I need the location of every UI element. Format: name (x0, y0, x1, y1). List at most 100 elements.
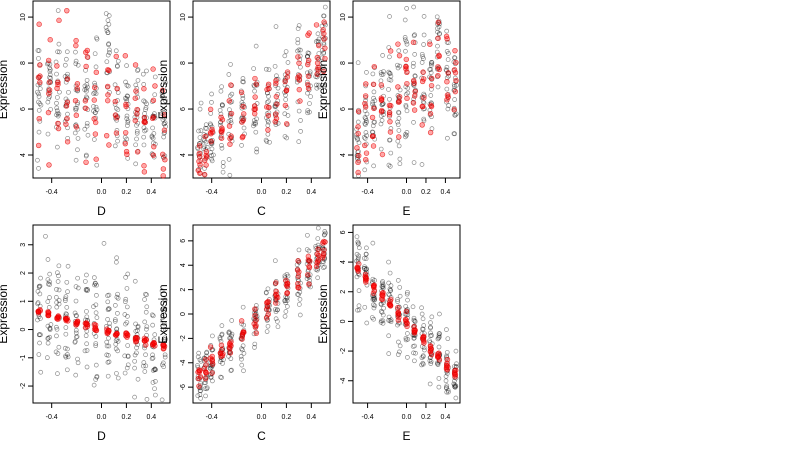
observed-point (141, 142, 147, 148)
fitted-point (296, 86, 302, 93)
observed-point (411, 332, 417, 338)
observed-point (387, 292, 392, 298)
observed-point (114, 63, 120, 69)
observed-point (36, 107, 42, 113)
fitted-point (132, 117, 138, 124)
observed-point (372, 119, 377, 125)
observed-point (125, 271, 131, 277)
observed-point (356, 240, 362, 246)
fitted-point (321, 36, 327, 42)
observed-point (428, 359, 434, 364)
observed-point (219, 102, 225, 108)
x-tick-label: 0.2 (122, 414, 132, 421)
observed-point (273, 316, 279, 322)
fitted-point (91, 97, 97, 103)
observed-point (73, 372, 79, 378)
observed-point (54, 100, 59, 106)
observed-point (141, 82, 147, 87)
observed-point (43, 233, 48, 239)
observed-point (378, 319, 384, 325)
fitted-point (195, 375, 202, 382)
observed-point (386, 259, 391, 265)
fitted-point (411, 93, 418, 99)
observed-point (55, 113, 61, 119)
observed-point (362, 136, 368, 141)
fitted-point (387, 48, 394, 54)
fitted-point (305, 272, 311, 278)
observed-point (263, 290, 269, 296)
observed-point (239, 143, 244, 148)
observed-point (411, 4, 417, 10)
observed-point (201, 144, 207, 150)
observed-point (229, 318, 235, 323)
observed-point (227, 172, 233, 178)
observed-point (319, 55, 325, 61)
observed-point (443, 385, 449, 391)
observed-point (135, 325, 141, 330)
observed-point (161, 306, 166, 311)
observed-point (133, 82, 139, 88)
fitted-point (227, 350, 234, 356)
observed-point (443, 374, 449, 379)
observed-point (370, 123, 376, 129)
fitted-point (419, 122, 425, 128)
observed-point (402, 35, 408, 40)
observed-point (46, 80, 52, 86)
observed-point (305, 90, 310, 96)
observed-point (211, 152, 216, 158)
observed-point (372, 98, 378, 103)
fitted-point (106, 67, 112, 74)
observed-point (321, 72, 326, 78)
observed-point (421, 106, 426, 112)
observed-point (372, 297, 377, 302)
observed-point (405, 307, 410, 312)
observed-point (370, 293, 376, 299)
observed-point (428, 100, 434, 106)
observed-point (284, 122, 290, 128)
observed-point (83, 317, 88, 323)
fitted-point (445, 70, 451, 76)
observed-point (55, 8, 61, 13)
observed-point (47, 90, 53, 96)
observed-point (364, 320, 370, 326)
observed-point (386, 333, 392, 339)
observed-point (36, 91, 41, 97)
observed-point (397, 293, 403, 299)
observed-point (420, 326, 426, 332)
y-tick-label: 0 (340, 319, 347, 323)
observed-point (94, 282, 99, 288)
observed-point (356, 307, 362, 313)
observed-point (161, 121, 167, 127)
x-axis: -0.4 0.0 0.2 0.4D (46, 177, 156, 218)
observed-point (195, 146, 201, 151)
observed-point (132, 394, 137, 400)
observed-point (452, 384, 458, 390)
observed-point (419, 162, 425, 167)
observed-point (209, 124, 215, 130)
observed-point (84, 123, 90, 129)
observed-point (65, 354, 71, 360)
observed-point (91, 137, 97, 142)
observed-point (94, 107, 100, 113)
observed-point (427, 340, 433, 345)
observed-point (322, 84, 327, 89)
observed-point (74, 106, 79, 111)
observed-point (207, 365, 213, 371)
observed-point (396, 109, 401, 115)
observed-point (218, 339, 224, 344)
fitted-point (387, 302, 394, 308)
fitted-point (55, 125, 62, 132)
observed-point (104, 59, 110, 65)
observed-point (84, 95, 90, 101)
observed-point (403, 104, 409, 110)
observed-point (163, 124, 168, 129)
fitted-point (404, 95, 410, 102)
observed-point (429, 114, 434, 120)
observed-point (115, 64, 120, 69)
observed-point (356, 288, 362, 294)
observed-point (308, 284, 313, 290)
fitted-point (265, 299, 271, 305)
fitted-point (82, 98, 89, 104)
observed-point (143, 291, 148, 297)
observed-point (38, 332, 43, 338)
